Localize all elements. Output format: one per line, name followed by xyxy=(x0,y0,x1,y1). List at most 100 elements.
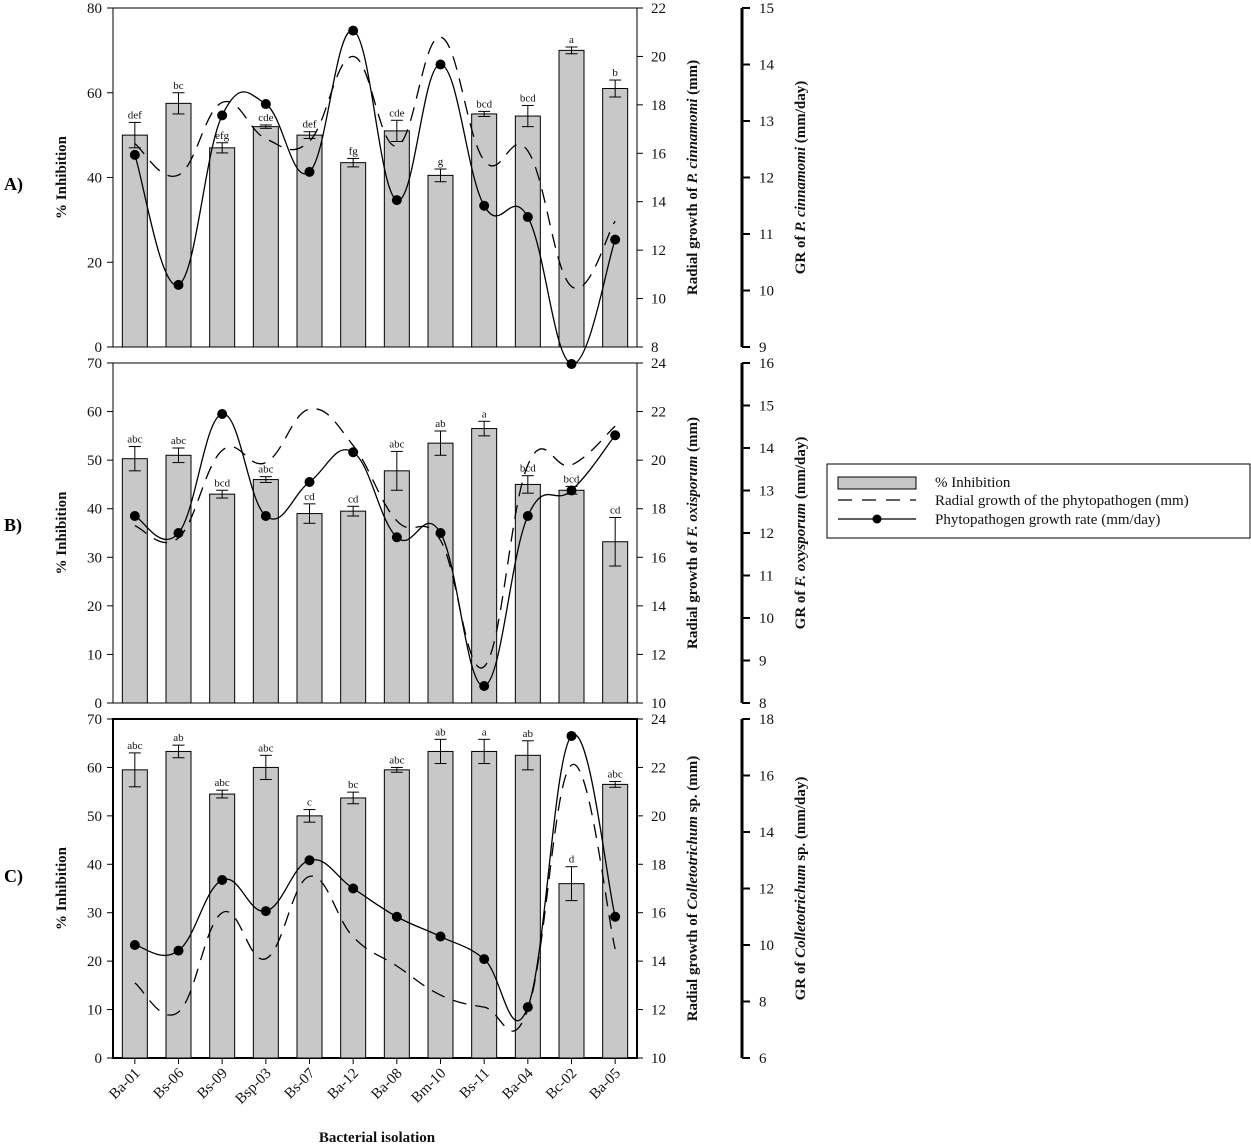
y-left-tick-label: 30 xyxy=(87,550,102,566)
radial-growth-line xyxy=(134,764,616,1032)
significance-letter: bc xyxy=(348,779,359,791)
plot-frame xyxy=(112,718,638,1059)
growth-rate-point-Ba-12 xyxy=(348,25,359,36)
growth-rate-point-Ba-04 xyxy=(522,1002,533,1013)
growth-rate-point-Bs-06 xyxy=(173,528,184,538)
y-mid-axis-title: Radial growth of F. oxisporum (mm) xyxy=(685,417,701,649)
plot-frame xyxy=(112,7,638,348)
significance-letter: abc xyxy=(389,438,404,450)
y-right-tick-label: 10 xyxy=(759,284,774,300)
y-left-tick-label: 50 xyxy=(87,453,102,469)
legend-bar-swatch xyxy=(837,476,917,490)
y-left-tick-label: 40 xyxy=(87,171,102,187)
radial-growth-line xyxy=(134,408,616,669)
x-tick-label: Bs-07 xyxy=(282,1065,319,1102)
bar-Bs-06 xyxy=(165,750,192,1059)
y-left-tick-label: 20 xyxy=(87,255,102,271)
significance-letter: bcd xyxy=(476,98,492,110)
significance-letter: bcd xyxy=(564,473,580,485)
y-mid-tick-label: 10 xyxy=(651,1051,666,1067)
y-right-tick-label: 10 xyxy=(759,938,774,954)
y-mid-tick-label: 16 xyxy=(651,906,667,922)
y-right-tick-label: 15 xyxy=(759,1,774,17)
significance-letter: abc xyxy=(171,435,186,447)
y-mid-axis-title-suffix: sp. (mm) xyxy=(685,756,701,816)
bar-Bm-10 xyxy=(427,750,454,1059)
y-right-tick-label: 12 xyxy=(759,526,774,542)
y-right-axis-title-species: P. cinnamomi xyxy=(793,146,809,232)
radial-growth-line xyxy=(134,36,616,290)
x-tick-label: Bsp-03 xyxy=(233,1066,275,1108)
significance-letter: abc xyxy=(215,777,230,789)
y-right-tick-label: 9 xyxy=(759,340,767,356)
significance-letter: bcd xyxy=(520,463,536,475)
y-mid-tick-label: 20 xyxy=(651,809,666,825)
y-mid-axis-title-species: Colletotrichum xyxy=(685,816,701,909)
growth-rate-point-Ba-05 xyxy=(610,430,621,441)
y-right-axis-title-suffix: (mm/day) xyxy=(793,437,809,503)
significance-letter: bc xyxy=(173,80,184,92)
y-mid-axis-title-suffix: (mm) xyxy=(685,60,701,99)
significance-letter: a xyxy=(482,408,487,420)
chart-panel-1: 0 20 40 60 80 8 10 12 14 16 18 20 22 9 10 11 12 13 14 15 % I… xyxy=(4,1,809,369)
chart-panel-3: 0 10 20 30 40 50 60 70 10 12 14 16 18 20 22 24 6 8 10 12 14 1… xyxy=(4,712,809,1067)
growth-rate-point-Bs-11 xyxy=(479,200,490,211)
growth-rate-line xyxy=(134,413,616,687)
growth-rate-point-Ba-04 xyxy=(522,511,533,521)
significance-letter: d xyxy=(569,854,575,866)
y-right-tick-label: 13 xyxy=(759,114,774,130)
y-mid-tick-label: 18 xyxy=(651,98,666,114)
growth-rate-point-Bm-10 xyxy=(435,931,446,942)
y-right-tick-label: 11 xyxy=(759,569,773,585)
significance-letter: abc xyxy=(389,754,404,766)
y-left-tick-label: 40 xyxy=(87,502,102,518)
growth-rate-point-Ba-04 xyxy=(522,212,533,223)
y-left-axis-title: % Inhibition xyxy=(54,135,70,219)
panel-label: A) xyxy=(4,174,23,195)
bar-Bs-11 xyxy=(471,428,498,704)
y-mid-axis-title: Radial growth of Colletotrichum sp. (mm) xyxy=(685,756,701,1022)
bar-Bs-06 xyxy=(165,102,192,348)
significance-letter: ab xyxy=(435,418,446,430)
growth-rate-point-Bs-11 xyxy=(479,681,490,691)
y-right-tick-label: 13 xyxy=(759,484,774,500)
growth-rate-point-Ba-05 xyxy=(610,234,621,245)
y-right-tick-label: 10 xyxy=(759,611,774,627)
significance-letter: abc xyxy=(127,434,142,446)
y-right-tick-label: 8 xyxy=(759,995,767,1011)
y-mid-axis-title: Radial growth of P. cinnamomi (mm) xyxy=(685,60,701,295)
growth-rate-point-Ba-01 xyxy=(129,940,140,950)
bar-Bs-09 xyxy=(209,793,236,1059)
growth-rate-point-Ba-12 xyxy=(348,883,359,894)
y-right-tick-label: 16 xyxy=(759,356,775,372)
legend-item-inhibition: % Inhibition xyxy=(935,475,1011,491)
y-right-tick-label: 15 xyxy=(759,399,774,415)
growth-rate-point-Bs-07 xyxy=(304,855,315,866)
y-mid-tick-label: 10 xyxy=(651,292,666,308)
y-right-axis-title: GR of P. cinnamomi (mm/day) xyxy=(793,81,809,275)
y-mid-axis-title-species: F. oxisporum xyxy=(685,456,701,538)
y-right-axis-title-suffix: (mm/day) xyxy=(793,81,809,147)
panel-label: C) xyxy=(4,866,23,887)
y-mid-tick-label: 14 xyxy=(651,954,667,970)
significance-letter: def xyxy=(128,109,142,121)
panel-label: B) xyxy=(4,515,22,536)
x-tick-label: Ba-01 xyxy=(106,1066,143,1103)
bar-Ba-01 xyxy=(121,769,148,1059)
significance-letter: abc xyxy=(127,740,142,752)
y-mid-tick-label: 14 xyxy=(651,599,667,615)
y-left-tick-label: 20 xyxy=(87,954,102,970)
growth-rate-point-Bm-10 xyxy=(435,528,446,538)
growth-rate-point-Bs-09 xyxy=(217,875,228,886)
y-mid-tick-label: 18 xyxy=(651,502,666,518)
y-right-tick-label: 14 xyxy=(759,825,775,841)
bar-Bm-10 xyxy=(427,442,454,704)
growth-rate-line xyxy=(134,733,616,1022)
x-tick-label: Ba-12 xyxy=(325,1066,362,1103)
significance-letter: ab xyxy=(173,732,184,744)
x-tick-label: Bs-06 xyxy=(151,1065,188,1102)
y-mid-axis-title-prefix: Radial growth of xyxy=(685,183,701,295)
significance-letter: abc xyxy=(608,768,623,780)
y-mid-tick-label: 12 xyxy=(651,243,666,259)
legend-box xyxy=(826,463,1251,539)
